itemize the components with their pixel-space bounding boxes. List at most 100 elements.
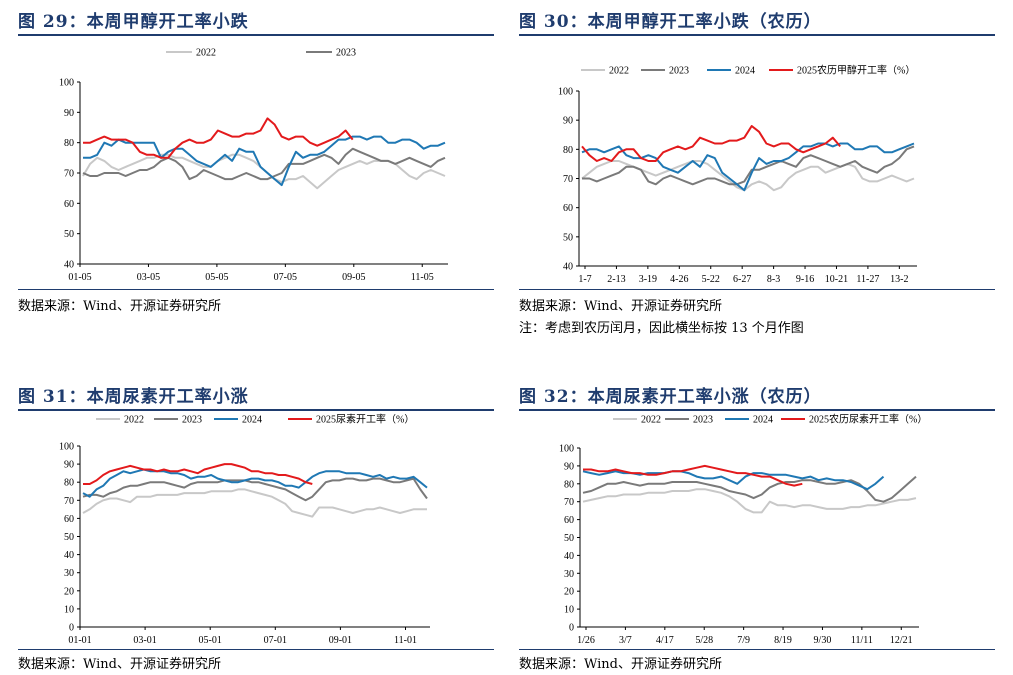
y-tick-label: 90 xyxy=(64,108,74,119)
series-line-2024 xyxy=(581,142,915,192)
x-tick-label: 07-05 xyxy=(274,272,297,283)
y-tick-label: 90 xyxy=(564,461,574,472)
x-tick-label: 3-19 xyxy=(639,274,657,285)
y-tick-label: 50 xyxy=(64,229,74,240)
x-tick-label: 05-01 xyxy=(199,635,222,646)
x-tick-label: 8/19 xyxy=(774,635,792,646)
x-tick-label: 3/7 xyxy=(619,635,632,646)
chart-urea-lunar: 0 10 20 30 40 50 60 70 80 90 100 1/26 3/7 4/17 5/28 7/9… xyxy=(559,413,927,647)
y-tick-label: 40 xyxy=(563,262,573,273)
x-tick-label: 03-01 xyxy=(133,635,156,646)
x-tick-label: 7/9 xyxy=(737,635,750,646)
y-tick-label: 100 xyxy=(558,87,573,98)
y-tick-label: 0 xyxy=(69,623,74,634)
y-tick-label: 50 xyxy=(563,232,573,243)
legend-label-2024: 2024 xyxy=(753,415,773,426)
panel-fig32: 图 32：本周尿素开工率小涨（农历） 0 10 20 30 40 50 60 70 80 90 10… xyxy=(519,380,995,675)
y-tick-label: 60 xyxy=(563,203,573,214)
series-line-2025 xyxy=(83,117,354,159)
series-line-2023 xyxy=(82,477,428,502)
x-tick-label: 2-13 xyxy=(607,274,625,285)
y-tick-label: 80 xyxy=(64,478,74,489)
title-rule xyxy=(18,409,494,411)
note-text: 注：考虑到农历闰月，因此横坐标按 13 个月作图 xyxy=(519,321,804,336)
series-line-2025 xyxy=(583,464,803,487)
source-text: 数据来源：Wind、开源证券研究所 xyxy=(519,299,722,314)
series-line-2023 xyxy=(82,147,446,181)
y-tick-label: 30 xyxy=(64,568,74,579)
legend-label-2023: 2023 xyxy=(182,415,202,426)
panel-fig31: 图 31：本周尿素开工率小涨 0 10 20 30 40 50 60 70 80 90 100 01-… xyxy=(18,380,494,675)
legend-label-2023: 2023 xyxy=(336,48,356,59)
y-tick-label: 60 xyxy=(564,515,574,526)
chart-urea-weekly: 0 10 20 30 40 50 60 70 80 90 100 01-01 03-01 05-01 07-… xyxy=(59,413,430,646)
x-tick-label: 9/30 xyxy=(814,635,832,646)
chart-methanol-weekly: 40 50 60 70 80 90 100 01-05 03-05 05-05 07-05 09-05… xyxy=(59,48,448,283)
y-tick-label: 80 xyxy=(64,138,74,149)
source-text: 数据来源：Wind、开源证券研究所 xyxy=(18,657,221,672)
x-tick-label: 4-26 xyxy=(670,274,688,285)
x-tick-label: 1-7 xyxy=(578,274,591,285)
y-tick-label: 80 xyxy=(563,145,573,156)
y-tick-label: 100 xyxy=(59,442,74,453)
y-tick-label: 50 xyxy=(564,533,574,544)
x-tick-label: 12/21 xyxy=(890,635,913,646)
series-line-2025 xyxy=(581,125,841,162)
source-rule xyxy=(519,649,995,650)
panel-fig29: 图 29：本周甲醇开工率小跌 40 50 60 70 80 90 100 01-05 03-05… xyxy=(18,0,494,320)
x-tick-label: 10-21 xyxy=(825,274,848,285)
y-tick-label: 70 xyxy=(563,174,573,185)
legend-label-2023: 2023 xyxy=(693,415,713,426)
series-line-2022 xyxy=(582,488,917,514)
panel-fig30: 图 30：本周甲醇开工率小跌（农历） 40 50 60 70 80 90 100 1-7 2-1… xyxy=(519,0,995,340)
y-tick-label: 70 xyxy=(64,496,74,507)
x-tick-label: 11-05 xyxy=(411,272,434,283)
x-tick-label: 9-16 xyxy=(796,274,814,285)
legend-label-2022: 2022 xyxy=(196,48,216,59)
y-tick-label: 50 xyxy=(64,532,74,543)
series-line-2024 xyxy=(582,470,885,491)
y-tick-label: 90 xyxy=(64,460,74,471)
x-tick-label: 05-05 xyxy=(205,272,228,283)
x-tick-label: 13-2 xyxy=(890,274,908,285)
x-tick-label: 03-05 xyxy=(137,272,160,283)
chart-methanol-lunar: 40 50 60 70 80 90 100 1-7 2-13 3-19 4-26 5-22 6-27 8-… xyxy=(558,64,917,285)
legend-label-2022: 2022 xyxy=(641,415,661,426)
source-rule xyxy=(18,289,494,290)
source-rule xyxy=(18,649,494,650)
series-line-2023 xyxy=(582,145,915,186)
x-tick-label: 6-27 xyxy=(733,274,751,285)
y-tick-label: 40 xyxy=(64,260,74,271)
legend-label-2023: 2023 xyxy=(669,66,689,77)
y-tick-label: 30 xyxy=(564,569,574,580)
x-tick-label: 09-05 xyxy=(342,272,365,283)
y-tick-label: 60 xyxy=(64,514,74,525)
series-line-2022 xyxy=(82,488,427,518)
series-line-2025 xyxy=(83,463,313,485)
x-tick-label: 11/11 xyxy=(851,635,873,646)
x-tick-label: 11-01 xyxy=(394,635,417,646)
x-tick-label: 5-22 xyxy=(702,274,720,285)
y-tick-label: 10 xyxy=(564,605,574,616)
x-tick-label: 5/28 xyxy=(695,635,713,646)
source-text: 数据来源：Wind、开源证券研究所 xyxy=(18,299,221,314)
chart-title: 图 29：本周甲醇开工率小跌 xyxy=(18,12,249,32)
legend-label-2024: 2024 xyxy=(735,66,755,77)
source-rule xyxy=(519,289,995,290)
title-rule xyxy=(519,409,995,411)
x-tick-label: 8-3 xyxy=(767,274,780,285)
chart-title: 图 32：本周尿素开工率小涨（农历） xyxy=(519,387,822,407)
y-tick-label: 100 xyxy=(59,78,74,89)
y-tick-label: 70 xyxy=(564,497,574,508)
y-tick-label: 20 xyxy=(564,587,574,598)
chart-title: 图 31：本周尿素开工率小涨 xyxy=(18,387,249,407)
legend-label-2025: 2025尿素开工率（%） xyxy=(316,413,414,426)
title-rule xyxy=(519,34,995,36)
y-tick-label: 80 xyxy=(564,479,574,490)
series-line-2023 xyxy=(582,475,917,503)
legend-label-2024: 2024 xyxy=(242,415,262,426)
x-tick-label: 09-01 xyxy=(329,635,352,646)
y-tick-label: 70 xyxy=(64,169,74,180)
legend-label-2022: 2022 xyxy=(609,66,629,77)
x-tick-label: 11-27 xyxy=(856,274,879,285)
